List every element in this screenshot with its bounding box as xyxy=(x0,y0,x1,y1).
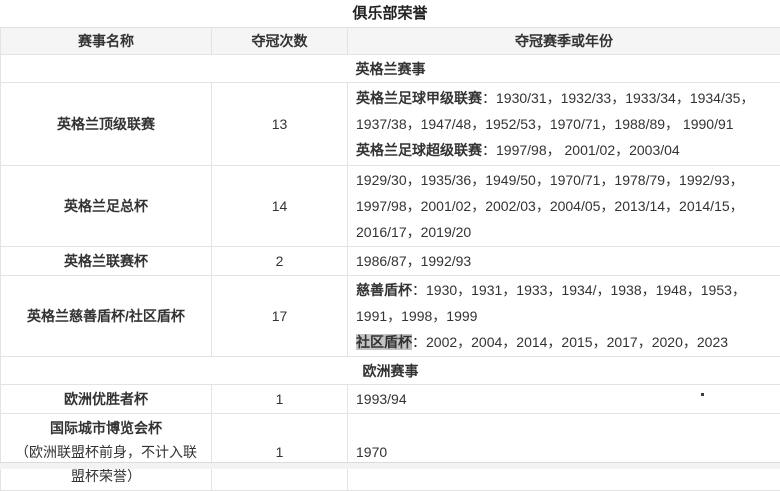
competition-name: 英格兰联赛杯 xyxy=(1,247,212,276)
seasons-cell: 1993/94 xyxy=(348,385,780,414)
sub-competition-label-highlighted: 社区盾杯 xyxy=(356,334,412,350)
season-years: 1970 xyxy=(356,444,387,460)
season-years: 1929/30，1935/36，1949/50，1970/71，1978/79，… xyxy=(356,172,744,240)
section-row-europe: 欧洲赛事 xyxy=(1,357,780,385)
col-header-seasons: 夺冠赛季或年份 xyxy=(348,28,780,55)
season-line: 1993/94 xyxy=(356,386,772,412)
sub-competition-label: 慈善盾杯 xyxy=(356,282,412,298)
seasons-cell: 英格兰足球甲级联赛：1930/31，1932/33，1933/34，1934/3… xyxy=(348,83,780,166)
season-line: 英格兰足球超级联赛：1997/98， 2001/02，2003/04 xyxy=(356,137,772,163)
table-row: 英格兰联赛杯 2 1986/87，1992/93 xyxy=(1,247,780,276)
season-line: 社区盾杯：2002，2004，2014，2015，2017，2020，2023 xyxy=(356,329,772,355)
table-row: 英格兰足总杯 14 1929/30，1935/36，1949/50，1970/7… xyxy=(1,166,780,247)
season-line: 慈善盾杯：1930，1931，1933，1934/，1938，1948，1953… xyxy=(356,277,772,329)
seasons-cell: 慈善盾杯：1930，1931，1933，1934/，1938，1948，1953… xyxy=(348,276,780,357)
season-line: 英格兰足球甲级联赛：1930/31，1932/33，1933/34，1934/3… xyxy=(356,85,772,137)
col-header-count: 夺冠次数 xyxy=(212,28,348,55)
season-years: 1986/87，1992/93 xyxy=(356,253,471,269)
title-count: 14 xyxy=(212,166,348,247)
title-count: 2 xyxy=(212,247,348,276)
table-row: 英格兰顶级联赛 13 英格兰足球甲级联赛：1930/31，1932/33，193… xyxy=(1,83,780,166)
season-years: ：1997/98， 2001/02，2003/04 xyxy=(482,142,680,158)
competition-name: 欧洲优胜者杯 xyxy=(1,385,212,414)
competition-name: 国际城市博览会杯 xyxy=(9,416,203,440)
season-line: 1929/30，1935/36，1949/50，1970/71，1978/79，… xyxy=(356,167,772,245)
season-years: ：1930，1931，1933，1934/，1938，1948，1953，199… xyxy=(356,282,746,324)
title-count: 13 xyxy=(212,83,348,166)
competition-name-cell: 国际城市博览会杯 （欧洲联盟杯前身，不计入联盟杯荣誉） xyxy=(1,414,212,491)
table-row: 英格兰慈善盾杯/社区盾杯 17 慈善盾杯：1930，1931，1933，1934… xyxy=(1,276,780,357)
seasons-cell: 1929/30，1935/36，1949/50，1970/71，1978/79，… xyxy=(348,166,780,247)
section-row-england: 英格兰赛事 xyxy=(1,55,780,83)
competition-name: 英格兰足总杯 xyxy=(1,166,212,247)
seasons-cell: 1986/87，1992/93 xyxy=(348,247,780,276)
season-line: 1986/87，1992/93 xyxy=(356,248,772,274)
stray-dot xyxy=(701,393,704,396)
table-header-row: 赛事名称 夺冠次数 夺冠赛季或年份 xyxy=(1,28,780,55)
season-years: ：2002，2004，2014，2015，2017，2020，2023 xyxy=(412,334,728,350)
table-row: 国际城市博览会杯 （欧洲联盟杯前身，不计入联盟杯荣誉） 1 1970 xyxy=(1,414,780,491)
competition-name: 英格兰顶级联赛 xyxy=(1,83,212,166)
honors-table: 赛事名称 夺冠次数 夺冠赛季或年份 英格兰赛事 英格兰顶级联赛 13 英格兰足球… xyxy=(0,27,780,491)
sub-competition-label: 英格兰足球甲级联赛 xyxy=(356,90,482,106)
table-row: 欧洲优胜者杯 1 1993/94 xyxy=(1,385,780,414)
section-label-europe: 欧洲赛事 xyxy=(1,357,780,385)
sub-competition-label: 英格兰足球超级联赛 xyxy=(356,142,482,158)
section-label-england: 英格兰赛事 xyxy=(1,55,780,83)
col-header-competition: 赛事名称 xyxy=(1,28,212,55)
seasons-cell: 1970 xyxy=(348,414,780,491)
title-count: 1 xyxy=(212,414,348,491)
title-count: 1 xyxy=(212,385,348,414)
competition-name: 英格兰慈善盾杯/社区盾杯 xyxy=(1,276,212,357)
season-years: 1993/94 xyxy=(356,391,407,407)
title-count: 17 xyxy=(212,276,348,357)
page-title: 俱乐部荣誉 xyxy=(0,0,780,27)
